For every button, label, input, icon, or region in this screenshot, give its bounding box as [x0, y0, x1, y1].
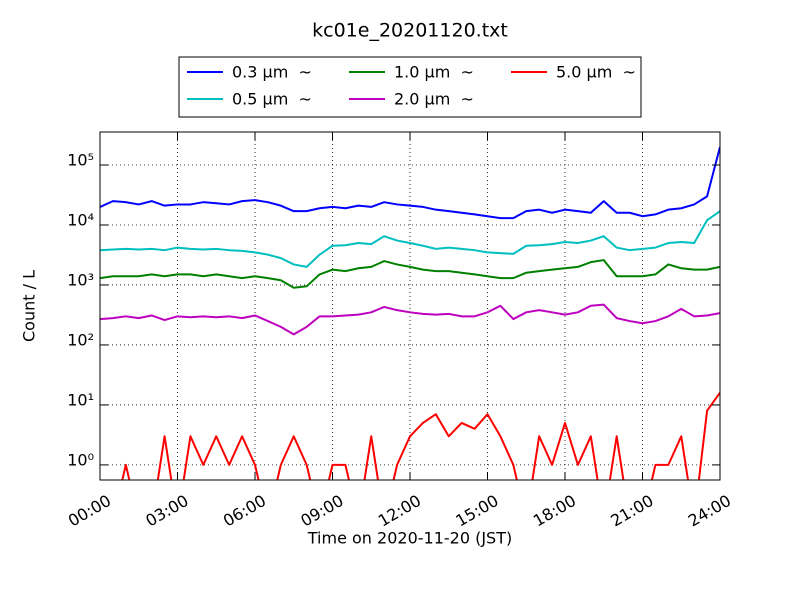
y-axis-label: Count / L	[20, 270, 39, 342]
y-tick-label: 10¹	[67, 390, 94, 409]
legend-label: 5.0 μm ~	[556, 63, 636, 82]
legend-label: 2.0 μm ~	[394, 90, 474, 109]
legend: 0.3 μm ~ 0.5 μm ~ 1.0 μm ~ 2.0 μm ~ 5.0 μm ~	[178, 56, 642, 118]
series-line	[100, 303, 720, 336]
y-tick-label: 10⁰	[67, 450, 94, 469]
legend-label: 1.0 μm ~	[394, 63, 474, 82]
x-axis-label: Time on 2020-11-20 (JST)	[307, 529, 512, 548]
legend-label: 0.3 μm ~	[232, 63, 312, 82]
y-tick-label: 10⁵	[67, 151, 94, 170]
chart-title: kc01e_20201120.txt	[312, 20, 508, 42]
series-line	[100, 146, 720, 220]
series-line	[100, 259, 720, 289]
legend-frame	[178, 56, 642, 118]
grid-layer	[99, 132, 721, 480]
series-line	[121, 392, 720, 480]
lines-layer	[100, 146, 720, 480]
series-line	[100, 210, 720, 268]
y-tick-label: 10⁴	[67, 210, 94, 229]
y-tick-label: 10³	[67, 270, 94, 289]
legend-label: 0.5 μm ~	[232, 90, 312, 109]
y-tick-label: 10²	[67, 330, 94, 349]
